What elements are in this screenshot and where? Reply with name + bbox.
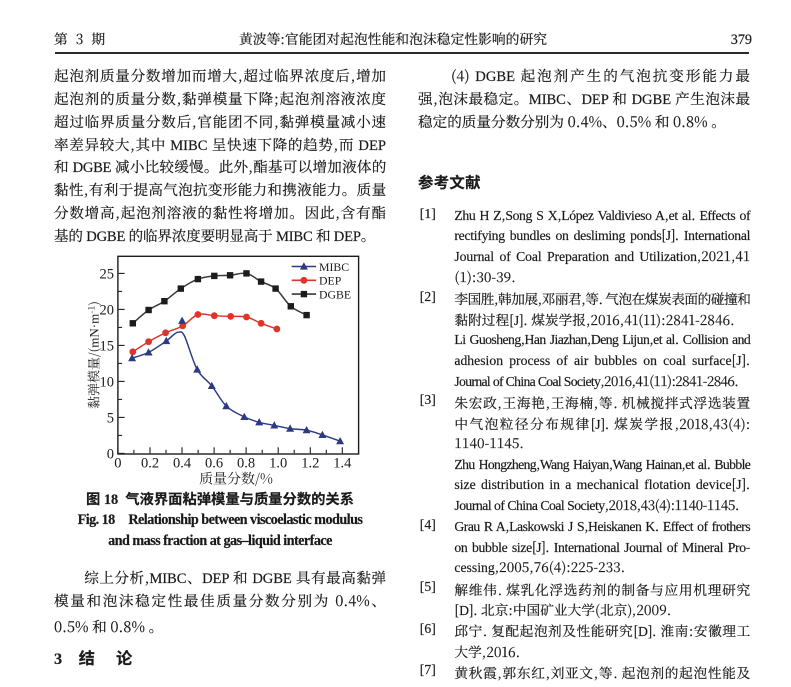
svg-text:0: 0 bbox=[107, 446, 114, 462]
svg-text:DGBE: DGBE bbox=[319, 287, 351, 301]
svg-text:1.0: 1.0 bbox=[269, 456, 287, 472]
svg-text:0.4: 0.4 bbox=[173, 456, 192, 472]
svg-text:10: 10 bbox=[100, 374, 115, 390]
svg-text:0.2: 0.2 bbox=[141, 456, 159, 472]
svg-text:15: 15 bbox=[100, 338, 115, 354]
svg-text:0: 0 bbox=[114, 456, 121, 472]
svg-text:质量分数/%: 质量分数/% bbox=[199, 469, 273, 489]
svg-text:1.4: 1.4 bbox=[333, 456, 352, 472]
svg-text:MIBC: MIBC bbox=[319, 260, 349, 274]
svg-text:25: 25 bbox=[100, 266, 115, 282]
svg-text:1.2: 1.2 bbox=[301, 456, 319, 472]
svg-text:0.8: 0.8 bbox=[237, 456, 255, 472]
svg-text:5: 5 bbox=[107, 410, 114, 426]
svg-text:黏弹模量/(mN·m-1): 黏弹模量/(mN·m-1) bbox=[84, 301, 103, 409]
svg-text:20: 20 bbox=[100, 302, 115, 318]
svg-text:DEP: DEP bbox=[319, 274, 342, 288]
svg-text:0.6: 0.6 bbox=[205, 456, 223, 472]
